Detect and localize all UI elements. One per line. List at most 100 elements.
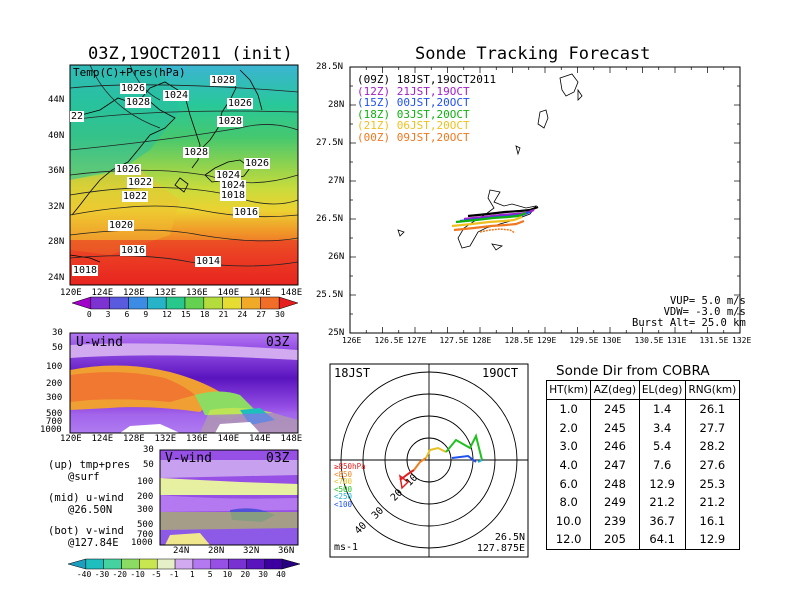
- temp-colorbar-tick: 27: [256, 310, 266, 319]
- wind-colorbar-tick: -5: [151, 570, 161, 579]
- table-row: 6.0 248 12.9 25.3: [545, 474, 741, 493]
- isobar-label: 1026: [227, 98, 254, 109]
- wind-colorbar-tick: 5: [207, 570, 213, 579]
- track-lon-tick: 128E: [472, 336, 492, 345]
- legend-entry: (18Z) 03JST,20OCT: [357, 108, 496, 121]
- table-header-cell: AZ(deg): [590, 380, 640, 400]
- table-cell: 21.2: [638, 492, 686, 512]
- polar-track-segment: [413, 457, 427, 471]
- lon-tick: 136E: [186, 434, 208, 444]
- wind-colorbar-cell: [228, 558, 247, 570]
- v-wind-label: V-wind: [165, 451, 212, 466]
- pressure-tick: 700: [46, 417, 63, 427]
- sonde-direction-table: HT(km) AZ(deg) EL(deg) RNG(km) 1.0 245 1.4 26.…: [545, 380, 741, 550]
- wind-colorbar-cell: [103, 558, 122, 570]
- polar-level-entry: <250: [334, 492, 353, 502]
- isobar-label: 1016: [120, 245, 147, 256]
- track-lon-tick: 131.5E: [699, 336, 729, 345]
- pressure-tick: 700: [137, 530, 154, 540]
- table-row: 3.0 246 5.4 28.2: [545, 437, 741, 456]
- table-cell: 12.9: [684, 530, 741, 550]
- isobar-label: 1028: [125, 97, 152, 108]
- lat-tick: 36N: [48, 166, 65, 176]
- note-up-2: @surf: [68, 471, 100, 483]
- sonde-table-title: Sonde Dir from COBRA: [556, 363, 710, 379]
- lon-tick: 132E: [154, 288, 177, 298]
- track-line: [451, 215, 523, 228]
- temp-colorbar-cell: [90, 296, 110, 310]
- table-cell: 249: [590, 492, 640, 512]
- temp-colorbar-tick: 21: [218, 310, 229, 319]
- polar-left-label: 18JST: [334, 366, 371, 380]
- table-row: 2.0 245 3.4 27.7: [545, 418, 741, 438]
- table-row: 8.0 249 21.2 21.2: [545, 492, 741, 512]
- note-mid-2: @26.50N: [68, 504, 113, 516]
- pressure-tick: 300: [137, 505, 154, 515]
- lon-tick: 144E: [249, 434, 271, 444]
- temp-colorbar-cell: [71, 296, 92, 310]
- table-cell: 21.2: [684, 492, 741, 512]
- pressure-tick: 50: [52, 343, 63, 353]
- wind-colorbar-tick: -40: [76, 570, 92, 579]
- legend-entry: (15Z) 00JST,20OCT: [357, 97, 496, 109]
- wind-colorbar-tick: 40: [276, 570, 286, 579]
- wind-colorbar-tick: -1: [169, 570, 179, 579]
- temp-colorbar-cell: [147, 296, 167, 310]
- pressure-tick: 1000: [131, 538, 153, 548]
- temp-map-label: Temp(C)+Pres(hPa): [73, 66, 186, 79]
- polar-start-marker: [398, 474, 410, 490]
- lon-tick: 132E: [154, 434, 177, 444]
- isobar-label: 1020: [108, 220, 135, 231]
- table-cell: 1.0: [545, 399, 592, 419]
- table-row: 1.0 245 1.4 26.1: [545, 399, 741, 419]
- track-lon-tick: 128.5E: [504, 336, 534, 345]
- lon-tick: 148E: [280, 434, 303, 444]
- table-cell: 28.2: [684, 437, 741, 456]
- wind-colorbar-tick: 30: [258, 570, 268, 579]
- table-header-row: HT(km) AZ(deg) EL(deg) RNG(km): [545, 380, 741, 400]
- temp-colorbar-tick: 9: [143, 310, 149, 319]
- table-cell: 25.3: [684, 474, 741, 493]
- wind-colorbar-cell: [246, 558, 265, 570]
- note-mid-1: (mid) u-wind: [48, 492, 124, 504]
- polar-level-entry: <700: [334, 477, 353, 487]
- lon-tick: 124E: [91, 434, 114, 444]
- table-cell: 6.0: [545, 474, 592, 493]
- sonde-params: VUP= 5.0 m/s VDW= -3.0 m/s Burst Alt= 25…: [632, 296, 746, 329]
- track-lon-tick: 129E: [537, 336, 557, 345]
- track-lon-tick: 127E: [407, 336, 427, 345]
- lon-tick: 136E: [186, 288, 208, 298]
- table-cell: 246: [590, 437, 640, 456]
- right-title: Sonde Tracking Forecast: [415, 44, 651, 64]
- legend-entry: (00Z) 09JST,20OCT: [357, 130, 496, 144]
- table-cell: 16.1: [684, 511, 741, 531]
- lat-tick: 40N: [48, 130, 65, 141]
- lon-tick: 128E: [123, 288, 145, 298]
- isobar-label: 1024: [163, 90, 190, 101]
- polar-track-segment: [445, 433, 483, 461]
- temp-colorbar-tick: 30: [275, 310, 285, 319]
- temp-colorbar-cell: [184, 296, 205, 310]
- table-cell: 205: [590, 530, 640, 550]
- lat-tick: 44N: [48, 95, 65, 105]
- polar-track-segment: [477, 459, 483, 463]
- pressure-tick: 30: [143, 445, 154, 455]
- legend-run: (00Z): [357, 130, 397, 144]
- table-cell: 5.4: [638, 437, 686, 456]
- polar-lat: 26.5N: [494, 532, 525, 543]
- track-lon-tick: 130.5E: [634, 336, 664, 345]
- temp-colorbar-tick: 12: [162, 310, 172, 319]
- lat-tick: 24N: [173, 546, 190, 556]
- temp-colorbar-cell: [109, 296, 129, 310]
- temp-colorbar-cell: [278, 296, 299, 310]
- lat-tick: 32N: [48, 201, 65, 212]
- wind-colorbar-cell: [121, 558, 140, 570]
- polar-lon: 127.875E: [476, 543, 525, 554]
- isobar-label: 1022: [122, 191, 149, 202]
- temp-colorbar-tick: 3: [105, 310, 111, 319]
- lat-tick: 28N: [48, 237, 65, 247]
- track-line-descent: [479, 228, 516, 234]
- legend-entry: (09Z) 18JST,19OCT2011: [357, 74, 496, 86]
- wind-colorbar-cell: [210, 558, 229, 570]
- pressure-tick: 300: [46, 393, 63, 403]
